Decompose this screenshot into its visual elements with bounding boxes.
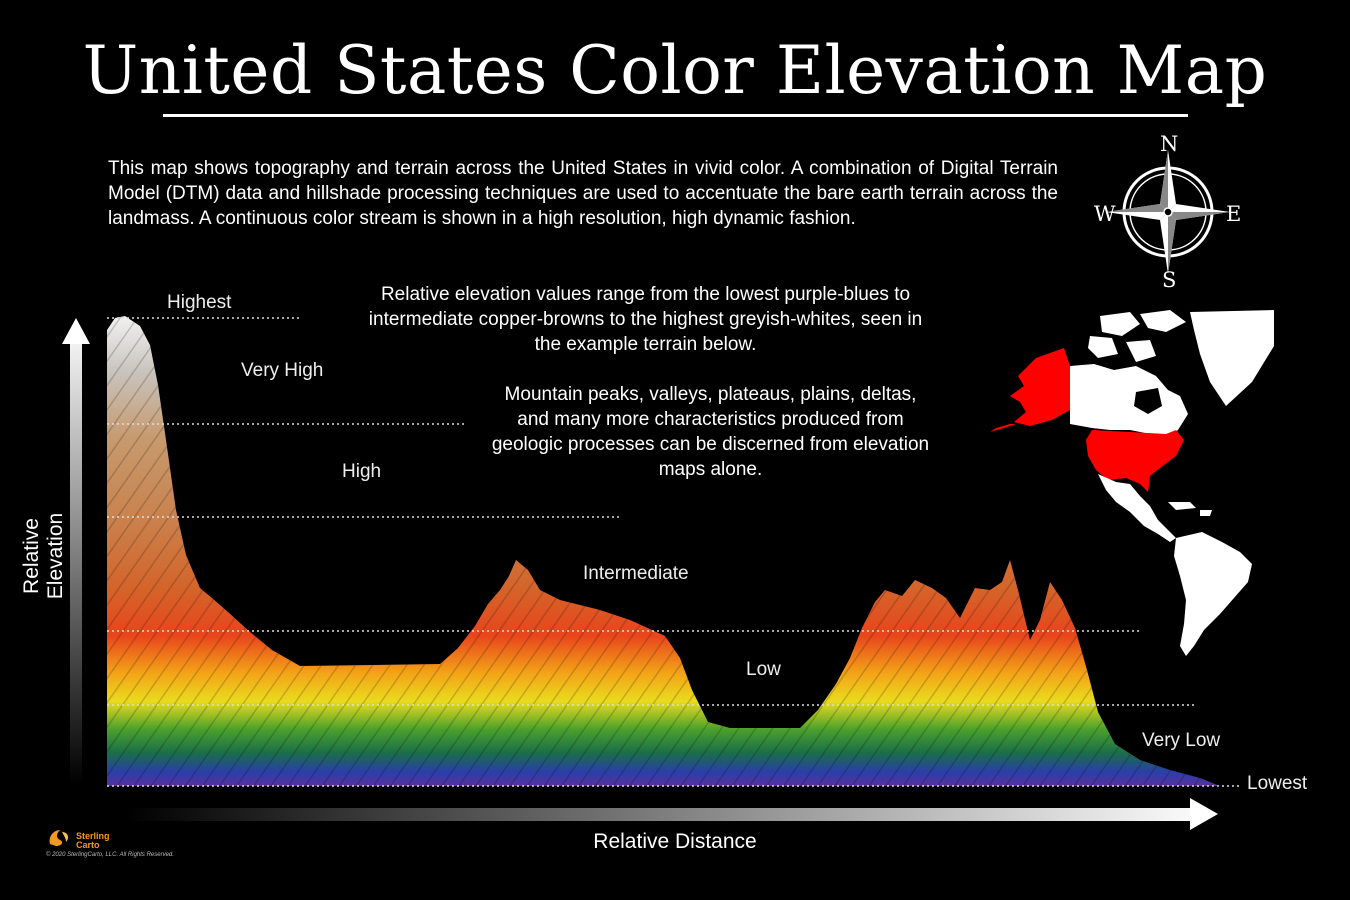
compass-south: S <box>1162 268 1177 292</box>
note-features: Mountain peaks, valleys, plateaus, plain… <box>491 384 930 480</box>
copyright-notice: © 2020 SterlingCarto, LLC. All Rights Re… <box>46 852 174 858</box>
terrain-texture <box>107 316 1220 786</box>
y-axis-shaft <box>70 338 82 785</box>
x-axis-shaft <box>125 808 1195 821</box>
sterling-carto-logo: Sterling Carto © 2020 SterlingCarto, LLC… <box>46 826 186 866</box>
logo-name-line2: Carto <box>76 840 100 850</box>
note-relative-values: Relative elevation values range from the… <box>368 284 923 355</box>
logo-name-line1: Sterling <box>76 831 110 841</box>
band-label-lowest: Lowest <box>1247 773 1308 794</box>
band-label-very-low: Very Low <box>1142 730 1221 751</box>
band-label-intermediate: Intermediate <box>583 563 689 584</box>
y-axis-arrowhead <box>62 318 90 344</box>
band-label-high: High <box>342 461 382 482</box>
compass-rose: N S E W <box>1088 132 1248 292</box>
x-axis-label: Relative Distance <box>593 830 757 853</box>
intro-paragraph: This map shows topography and terrain ac… <box>108 158 1058 229</box>
compass-east: E <box>1226 202 1242 226</box>
compass-rose-icon <box>1106 150 1230 274</box>
logo-mark-icon <box>49 830 69 846</box>
americas-map-icon <box>990 310 1274 656</box>
compass-north: N <box>1160 132 1179 156</box>
page-title: United States Color Elevation Map <box>82 32 1268 109</box>
title-underline <box>163 114 1188 117</box>
logo-name: Sterling Carto <box>76 832 110 850</box>
band-label-low: Low <box>746 659 781 680</box>
band-label-highest: Highest <box>167 292 232 313</box>
compass-west: W <box>1094 202 1116 226</box>
band-label-very-high: Very High <box>241 360 324 381</box>
x-axis-arrowhead <box>1190 798 1218 830</box>
y-axis-label: Relative Elevation <box>20 512 67 600</box>
locator-map <box>990 306 1280 662</box>
